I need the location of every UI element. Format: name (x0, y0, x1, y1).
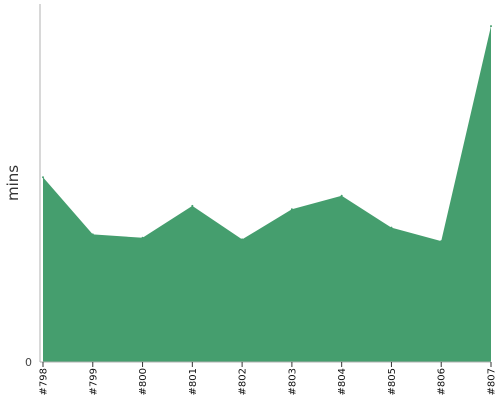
x-tick-label: #798 (39, 368, 50, 395)
x-tick-label: #801 (188, 368, 199, 395)
x-tick-label: #800 (138, 368, 149, 395)
y-tick-label: 0 (25, 356, 32, 369)
x-tick-label: #804 (337, 368, 348, 395)
x-tick-label: #803 (287, 368, 298, 395)
x-axis-ticks: #798 #799 #800 #801 #802 #803 #804 #805 #806 #807 (39, 362, 498, 395)
data-point (42, 176, 44, 179)
data-point (91, 233, 94, 236)
data-point (490, 25, 492, 28)
x-tick-label: #805 (387, 368, 398, 395)
data-point (340, 194, 343, 197)
x-tick-label: #807 (487, 368, 498, 395)
data-point (290, 208, 293, 211)
x-tick-label: #799 (88, 368, 99, 395)
data-point (390, 226, 393, 229)
x-tick-label: #802 (238, 368, 249, 395)
y-axis-ticks: 0 (25, 356, 32, 369)
data-point (241, 238, 244, 241)
x-tick-label: #806 (437, 368, 448, 395)
plot-area (42, 25, 492, 363)
data-point (440, 240, 443, 243)
data-point (141, 236, 144, 239)
y-axis-title: mins (4, 165, 22, 201)
area-series (43, 26, 491, 363)
data-point (191, 204, 194, 207)
